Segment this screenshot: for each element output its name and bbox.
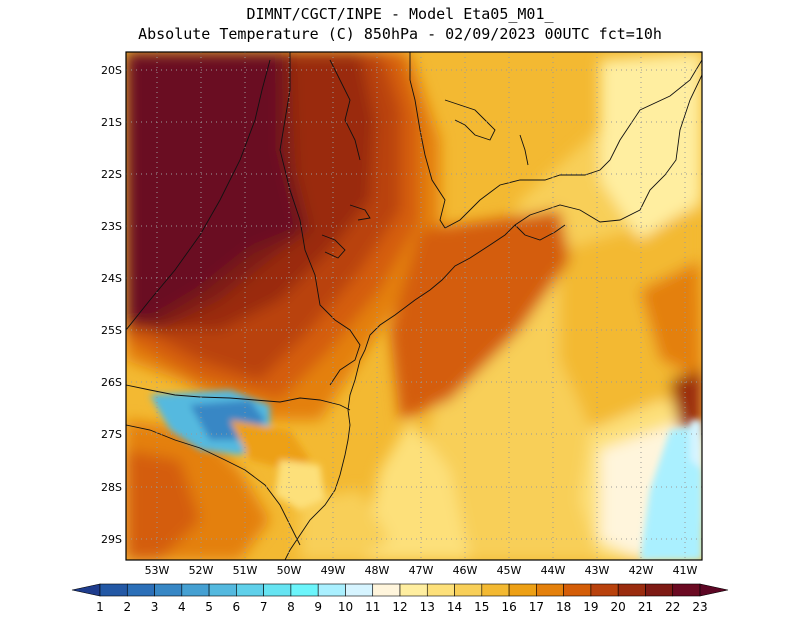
lat-label: 23S (101, 220, 122, 233)
lat-label: 27S (101, 428, 122, 441)
lon-label: 43W (585, 564, 610, 577)
lat-label: 24S (101, 272, 122, 285)
lon-label: 52W (189, 564, 214, 577)
lat-label: 20S (101, 64, 122, 77)
lon-label: 46W (453, 564, 478, 577)
colorbar-label: 23 (692, 600, 707, 614)
lon-label: 45W (497, 564, 522, 577)
colorbar-swatch (563, 583, 592, 597)
lat-label: 25S (101, 324, 122, 337)
colorbar-arrow-right (699, 583, 729, 597)
colorbar-swatch (426, 583, 455, 597)
colorbar-swatch (372, 583, 401, 597)
colorbar-label: 19 (583, 600, 598, 614)
lon-label: 50W (277, 564, 302, 577)
colorbar-swatch (263, 583, 292, 597)
colorbar: 1 2 3 4 5 6 7 8 9 10 11 12 13 14 15 16 17 18 19 20 21 22 23 (71, 583, 729, 614)
latitude-labels: 20S 21S 22S 23S 24S 25S 26S 27S 28S 29S (101, 64, 122, 546)
colorbar-swatch (236, 583, 264, 597)
colorbar-arrow-left (71, 583, 101, 597)
colorbar-label: 11 (365, 600, 380, 614)
colorbar-swatch (536, 583, 564, 597)
colorbar-swatch (399, 583, 428, 597)
colorbar-label: 4 (178, 600, 186, 614)
lat-label: 21S (101, 116, 122, 129)
lon-label: 44W (541, 564, 566, 577)
colorbar-label: 5 (205, 600, 213, 614)
colorbar-label: 6 (233, 600, 241, 614)
colorbar-swatch (590, 583, 619, 597)
colorbar-label: 8 (287, 600, 295, 614)
colorbar-swatch (154, 583, 183, 597)
map-title-line2: Absolute Temperature (C) 850hPa - 02/09/… (138, 25, 662, 43)
lon-label: 53W (145, 564, 170, 577)
colorbar-swatch (208, 583, 237, 597)
lon-label: 41W (673, 564, 698, 577)
lon-label: 48W (365, 564, 390, 577)
colorbar-label: 18 (556, 600, 571, 614)
colorbar-swatch (508, 583, 537, 597)
temperature-field (126, 52, 702, 560)
colorbar-swatch (126, 583, 155, 597)
lat-label: 29S (101, 533, 122, 546)
lat-label: 22S (101, 168, 122, 181)
colorbar-label: 22 (665, 600, 680, 614)
colorbar-swatch (645, 583, 674, 597)
map-frame (125, 51, 703, 561)
colorbar-swatch (99, 583, 128, 597)
colorbar-label: 15 (474, 600, 489, 614)
colorbar-swatch (290, 583, 319, 597)
colorbar-swatch (481, 583, 510, 597)
colorbar-label: 9 (314, 600, 322, 614)
colorbar-swatch (345, 583, 374, 597)
colorbar-label: 14 (447, 600, 462, 614)
colorbar-swatch (181, 583, 210, 597)
colorbar-label: 1 (96, 600, 104, 614)
map-gridlines (126, 52, 702, 560)
colorbar-label: 10 (338, 600, 353, 614)
colorbar-swatch (454, 583, 483, 597)
lon-label: 42W (629, 564, 654, 577)
longitude-labels: 53W 52W 51W 50W 49W 48W 47W 46W 45W 44W … (145, 564, 698, 577)
lat-label: 28S (101, 481, 122, 494)
colorbar-label: 7 (260, 600, 268, 614)
colorbar-label: 3 (151, 600, 159, 614)
map-title-line1: DIMNT/CGCT/INPE - Model Eta05_M01_ (246, 5, 554, 23)
lat-label: 26S (101, 376, 122, 389)
colorbar-label: 13 (420, 600, 435, 614)
colorbar-swatch (672, 583, 701, 597)
lon-label: 51W (233, 564, 258, 577)
colorbar-label: 17 (529, 600, 544, 614)
lon-label: 47W (409, 564, 434, 577)
colorbar-swatch (617, 583, 646, 597)
colorbar-label: 12 (392, 600, 407, 614)
colorbar-label: 21 (638, 600, 653, 614)
colorbar-label: 16 (501, 600, 516, 614)
colorbar-label: 20 (611, 600, 626, 614)
lon-label: 49W (321, 564, 346, 577)
colorbar-label: 2 (123, 600, 131, 614)
colorbar-swatch (317, 583, 346, 597)
